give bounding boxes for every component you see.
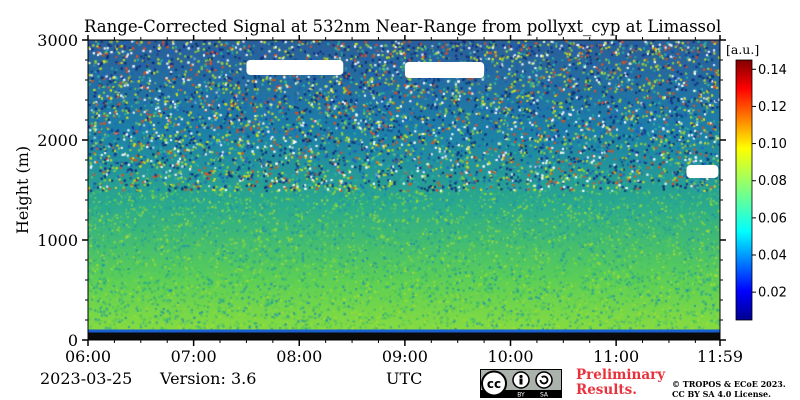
x-tick-label: 08:00 (276, 347, 322, 366)
cc-logo-icon (481, 370, 507, 397)
colorbar-tick-label: 0.04 (758, 249, 787, 264)
x-tick-label: 10:00 (487, 347, 533, 366)
preliminary-line-2: Results. (576, 382, 637, 398)
colorbar-tick-label: 0.10 (758, 137, 787, 152)
preliminary-line-1: Preliminary (576, 367, 666, 383)
colorbar-tick-label: 0.06 (758, 211, 787, 226)
svg-text:cc: cc (487, 377, 501, 391)
axes: 0 1000 2000 3000 06:00 07:00 08:00 09:00 10:00 11… (13, 31, 743, 366)
heatmap-plot-area (88, 40, 720, 340)
ground-signal-line (88, 329, 720, 333)
footer-date: 2023-03-25 (40, 369, 133, 388)
copyright-line-2: CC BY SA 4.0 License. (672, 388, 771, 399)
y-tick-label: 1000 (37, 231, 78, 250)
share-alike-icon (535, 371, 553, 389)
colorbar-tick-label: 0.12 (758, 100, 787, 115)
heatmap-feature-0 (88, 331, 720, 340)
heatmap-feature-3 (246, 60, 344, 75)
chart-title: Range-Corrected Signal at 532nm Near-Ran… (84, 17, 722, 36)
x-tick-label: 11:59 (697, 347, 743, 366)
x-tick-label: 06:00 (65, 347, 111, 366)
colorbar-gradient (735, 59, 753, 321)
colorbar: 0.02 0.04 0.06 0.08 0.10 0.12 0.14 (735, 59, 787, 321)
colorbar-tick-label: 0.14 (758, 63, 787, 78)
colorbar-unit-label: [a.u.] (726, 42, 760, 57)
heatmap-noise-texture (88, 40, 720, 340)
y-tick-label: 0 (68, 331, 78, 350)
svg-text:BY: BY (517, 392, 525, 399)
heatmap-feature-4 (404, 62, 485, 78)
svg-text:SA: SA (540, 392, 549, 399)
x-tick-label: 09:00 (382, 347, 428, 366)
heatmap-feature-5 (686, 165, 719, 178)
preliminary-notice: Preliminary Results. (576, 368, 665, 398)
colorbar-tick-label: 0.08 (758, 174, 787, 189)
x-axis-title: UTC (386, 369, 423, 388)
colorbar-tick-label: 0.02 (758, 286, 787, 301)
x-tick-label: 11:00 (593, 347, 639, 366)
copyright-notice: © TROPOS & ECoE 2023. CC BY SA 4.0 Licen… (672, 379, 786, 399)
y-tick-label: 3000 (37, 31, 78, 50)
footer-version: Version: 3.6 (160, 369, 257, 388)
y-tick-label: 2000 (37, 131, 78, 150)
plot-frame (87, 39, 721, 341)
cc-license-badge: cc BY SA (480, 369, 562, 398)
y-axis-title: Height (m) (13, 146, 32, 234)
x-tick-label: 07:00 (171, 347, 217, 366)
copyright-line-1: © TROPOS & ECoE 2023. (672, 379, 786, 389)
